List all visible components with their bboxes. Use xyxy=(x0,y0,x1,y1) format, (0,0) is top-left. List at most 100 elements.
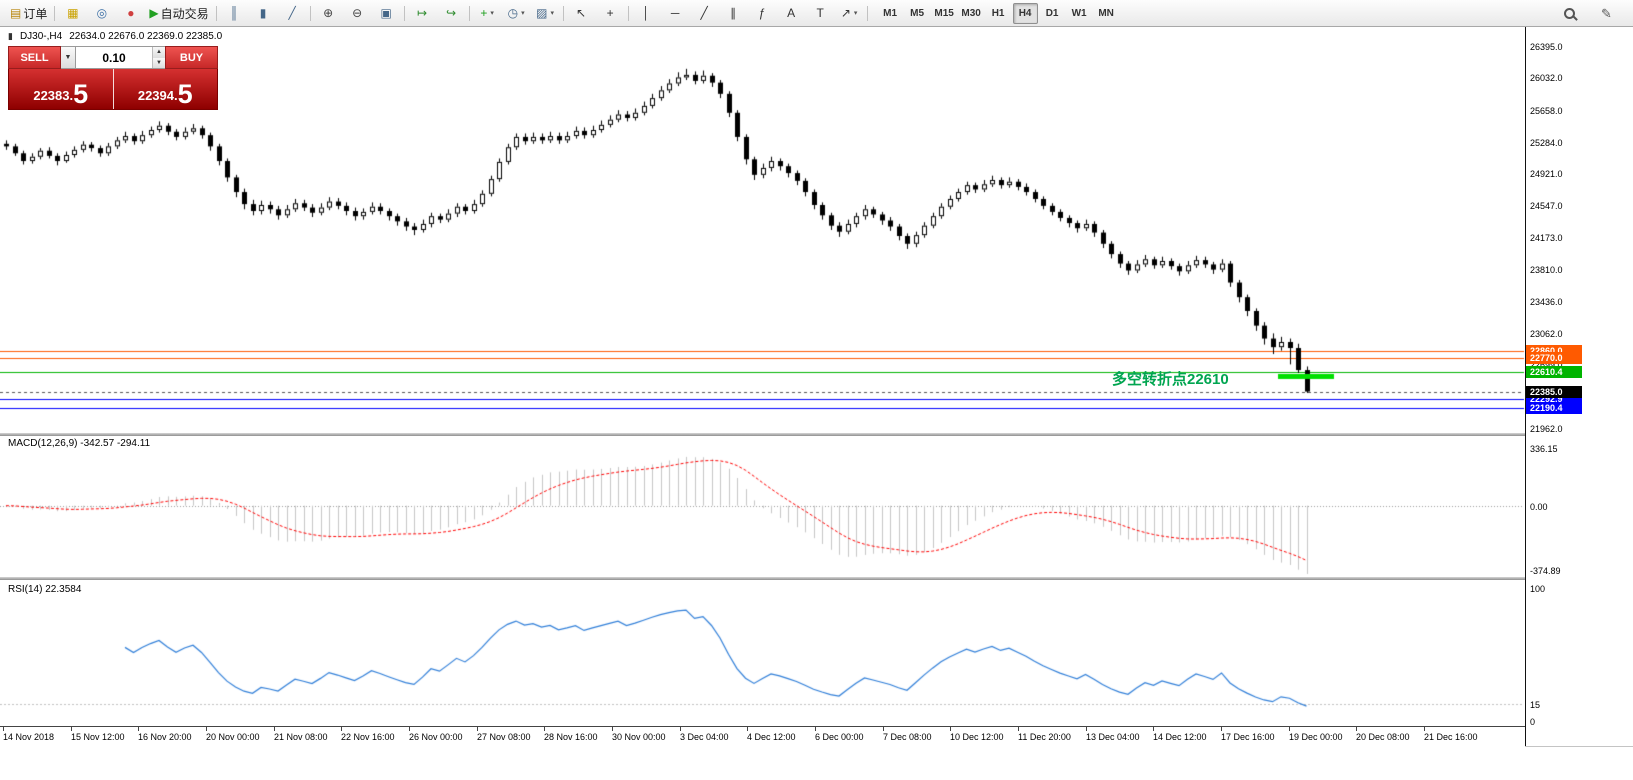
search-icon xyxy=(1564,7,1575,19)
tile-windows-button[interactable]: ▣ xyxy=(372,2,401,25)
price-axis-label: 23062.0 xyxy=(1530,329,1563,340)
time-axis[interactable]: 14 Nov 2018 15 Nov 12:00 16 Nov 20:00 20 No… xyxy=(0,726,1525,747)
volume-increase-button[interactable]: ▲ xyxy=(153,47,165,58)
macd-indicator-canvas[interactable] xyxy=(0,436,1525,577)
periods-icon: ◷ xyxy=(507,6,519,20)
channel-button[interactable]: ∥ xyxy=(719,2,748,25)
zoom-in-button[interactable]: ⊕ xyxy=(314,2,343,25)
auto-scroll-button[interactable]: ↦ xyxy=(408,2,437,25)
timeframe-h1-button[interactable]: H1 xyxy=(991,7,1005,19)
search-button[interactable] xyxy=(1555,2,1584,25)
community-icon: ● xyxy=(127,6,135,20)
volume-input[interactable] xyxy=(76,47,152,68)
chart-annotation-text: 多空转折点22610 xyxy=(1112,371,1229,388)
volume-decrease-button[interactable]: ▼ xyxy=(153,57,165,68)
toolbar-separator xyxy=(403,5,405,21)
rsi-indicator-canvas[interactable] xyxy=(0,581,1525,726)
text-button[interactable]: A xyxy=(777,2,806,25)
price-chart-canvas[interactable] xyxy=(0,28,1525,433)
cursor-button[interactable]: ↖ xyxy=(567,2,596,25)
timeframe-w1-button[interactable]: W1 xyxy=(1071,7,1087,19)
channel-icon: ∥ xyxy=(730,6,737,20)
sell-button[interactable]: SELL xyxy=(8,46,61,69)
price-level-tag: 22610.4 xyxy=(1526,366,1582,379)
auto-scroll-icon: ↦ xyxy=(417,6,428,20)
time-axis-tick xyxy=(1086,727,1087,731)
community-button[interactable]: ● xyxy=(116,2,145,25)
bar-chart-button[interactable]: ║ xyxy=(220,2,249,25)
price-axis[interactable]: 26395.0 26032.0 25658.0 25284.0 24921.0 24547… xyxy=(1525,27,1633,746)
navigator-icon: ◎ xyxy=(96,6,108,20)
new-order-button[interactable]: ▤ 订单 xyxy=(6,2,51,25)
panel-resize-handle[interactable] xyxy=(0,577,1525,580)
line-chart-button[interactable]: ╱ xyxy=(278,2,307,25)
buy-button[interactable]: BUY xyxy=(165,46,218,69)
price-axis-label: 24173.0 xyxy=(1530,233,1563,244)
time-axis-tick xyxy=(1221,727,1222,731)
chevron-down-icon: ▼ xyxy=(64,54,72,61)
fibonacci-button[interactable]: ƒ xyxy=(748,2,777,25)
charts-button[interactable]: ▦ xyxy=(58,2,87,25)
edit-button[interactable]: ✎ xyxy=(1592,2,1621,25)
time-axis-tick xyxy=(1356,727,1357,731)
chart-header: ▮ DJ30-,H4 22634.0 22676.0 22369.0 22385… xyxy=(8,31,222,42)
trendline-icon: ╱ xyxy=(700,6,708,20)
bar-chart-icon: ║ xyxy=(229,6,239,20)
zoom-out-icon: ⊖ xyxy=(352,6,363,20)
periods-button[interactable]: ◷ ▾ xyxy=(502,2,531,25)
time-axis-label: 14 Dec 12:00 xyxy=(1153,732,1207,742)
timeframe-m1-button[interactable]: M1 xyxy=(883,7,898,19)
timeframe-h4-button[interactable]: H4 xyxy=(1012,2,1038,24)
timeframe-m5-button[interactable]: M5 xyxy=(910,7,925,19)
buy-price-panel[interactable]: 22394. 5 xyxy=(114,69,218,109)
caret-icon: ▾ xyxy=(550,10,555,17)
rsi-panel-title: RSI(14) 22.3584 xyxy=(8,584,81,595)
chart-symbol-label: DJ30-,H4 xyxy=(19,31,63,42)
timeframe-mn-button[interactable]: MN xyxy=(1098,7,1114,19)
caret-icon: ▾ xyxy=(853,10,858,17)
time-axis-label: 3 Dec 04:00 xyxy=(680,732,729,742)
time-axis-label: 11 Dec 20:00 xyxy=(1018,732,1071,742)
time-axis-tick xyxy=(71,727,72,731)
macd-axis-label: 336.15 xyxy=(1530,444,1558,454)
rsi-current-value: 22.3584 xyxy=(45,584,82,595)
trendline-button[interactable]: ╱ xyxy=(690,2,719,25)
navigator-button[interactable]: ◎ xyxy=(87,2,116,25)
indicators-button[interactable]: + ▾ xyxy=(473,2,502,25)
price-axis-label: 23436.0 xyxy=(1530,296,1563,307)
volume-dropdown-button[interactable]: ▼ xyxy=(61,46,76,69)
time-axis-tick xyxy=(950,727,951,731)
crosshair-button[interactable]: + xyxy=(596,2,625,25)
time-axis-label: 13 Dec 04:00 xyxy=(1086,732,1140,742)
status-strip xyxy=(0,746,1633,780)
horizontal-line-button[interactable]: ─ xyxy=(661,2,690,25)
toolbar-separator xyxy=(215,5,217,21)
chart-shift-button[interactable]: ↪ xyxy=(437,2,466,25)
horizontal-line-icon: ─ xyxy=(670,6,680,20)
timeframe-m30-button[interactable]: M30 xyxy=(961,7,981,19)
zoom-in-icon: ⊕ xyxy=(323,6,334,20)
timeframe-m15-button[interactable]: M15 xyxy=(934,7,954,19)
caret-icon: ▾ xyxy=(490,10,494,17)
time-axis-label: 21 Nov 08:00 xyxy=(274,732,328,742)
time-axis-tick xyxy=(680,727,681,731)
price-axis-label: 24921.0 xyxy=(1530,169,1563,180)
arrows-button[interactable]: ↗ ▾ xyxy=(835,2,864,25)
zoom-out-button[interactable]: ⊖ xyxy=(343,2,372,25)
panel-resize-handle[interactable] xyxy=(0,433,1525,436)
price-axis-label: 23810.0 xyxy=(1530,264,1563,275)
candlestick-button[interactable]: ▮ xyxy=(249,2,278,25)
time-axis-label: 16 Nov 20:00 xyxy=(138,732,192,742)
price-level-tag: 22190.4 xyxy=(1526,402,1582,415)
timeframe-d1-button[interactable]: D1 xyxy=(1045,7,1059,19)
autotrade-icon: ▶ xyxy=(149,6,159,20)
templates-button[interactable]: ▨ ▾ xyxy=(531,2,560,25)
sell-price-panel[interactable]: 22383. 5 xyxy=(9,69,114,109)
vertical-line-button[interactable]: │ xyxy=(632,2,661,25)
rsi-axis-label: 100 xyxy=(1530,584,1546,594)
time-axis-tick xyxy=(1153,727,1154,731)
label-button[interactable]: T xyxy=(806,2,835,25)
time-axis-label: 30 Nov 00:00 xyxy=(612,732,666,742)
macd-panel-title: MACD(12,26,9) -342.57 -294.11 xyxy=(8,438,150,449)
autotrade-button[interactable]: ▶ 自动交易 xyxy=(145,2,212,25)
